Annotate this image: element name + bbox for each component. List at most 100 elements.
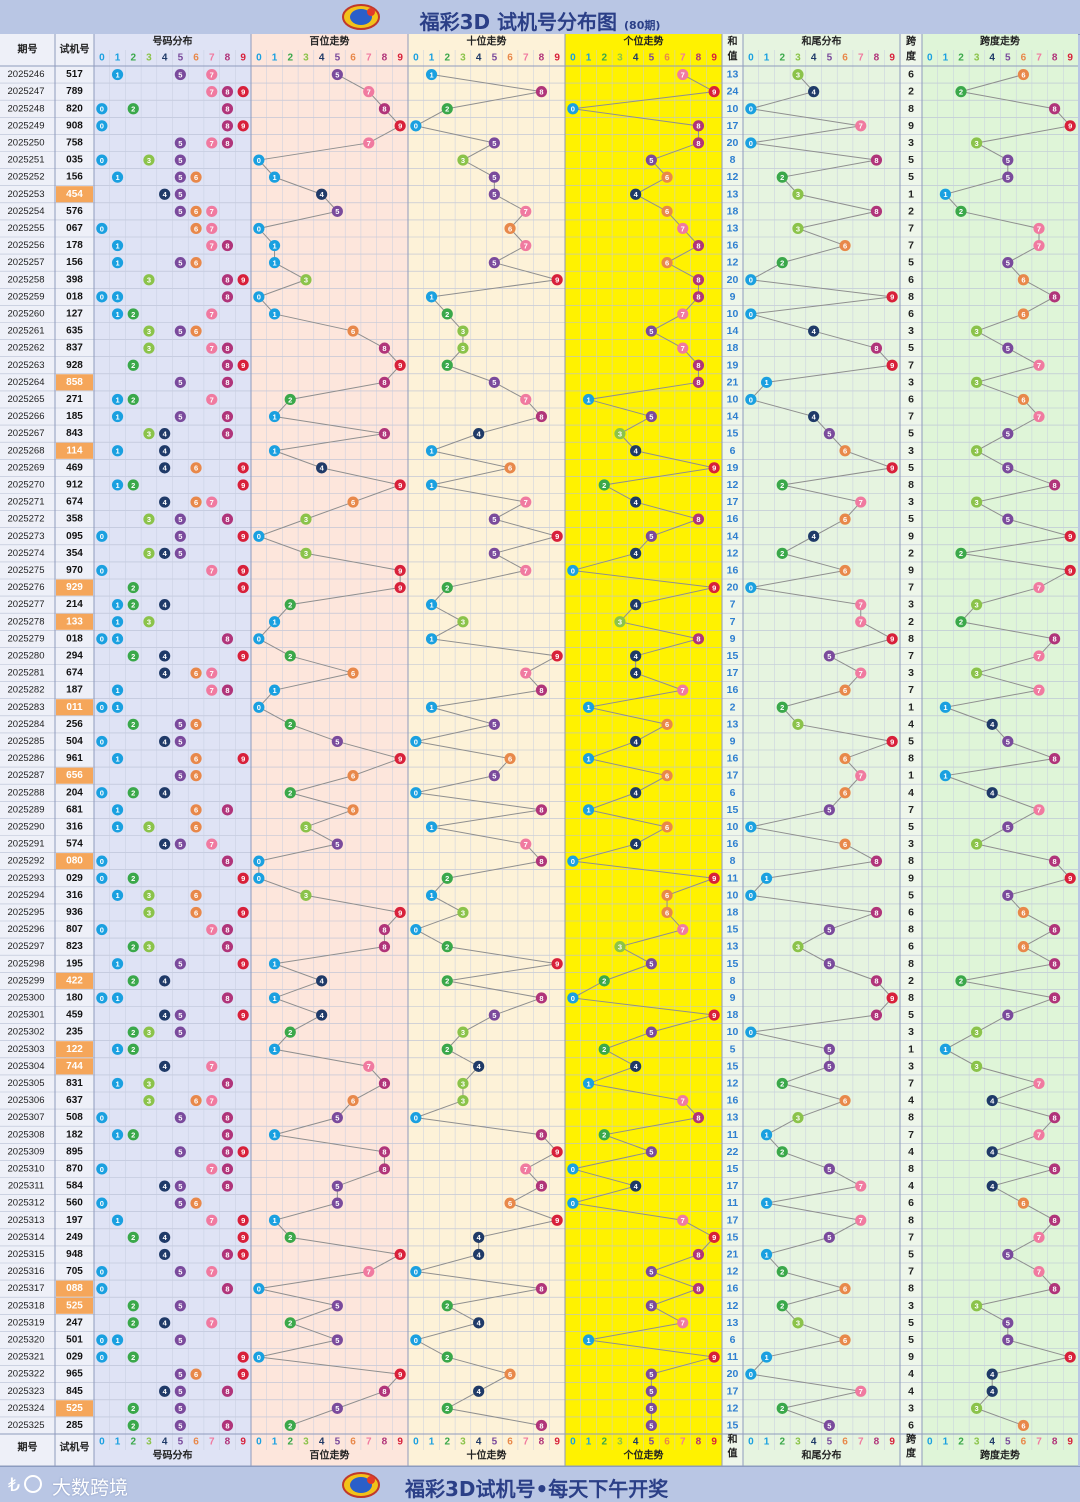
distribution-ball	[174, 770, 186, 782]
sum-cell: 16	[727, 240, 739, 252]
sum-cell: 12	[727, 1300, 739, 1312]
distribution-ball	[190, 205, 202, 217]
spt-trend-ball-label: 3	[975, 378, 979, 387]
distribution-ball	[190, 906, 202, 919]
distribution-ball	[143, 428, 155, 440]
spt-trend-ball-label: 5	[1006, 737, 1010, 746]
spt-trend-ball-label: 4	[990, 1182, 995, 1191]
uni-trend-ball	[598, 1043, 610, 1055]
ten-trend-ball	[410, 787, 422, 799]
uni-trend-ball	[708, 872, 720, 884]
tail-trend-ball-label: 0	[749, 1370, 753, 1379]
distribution-ball	[111, 1077, 124, 1090]
distribution-ball-label: 1	[115, 1216, 119, 1225]
distribution-ball-label: 0	[100, 156, 104, 165]
spt-trend-ball-label: 7	[1037, 361, 1041, 370]
distribution-ball	[237, 1009, 249, 1021]
period-cell: 2025273	[8, 531, 45, 542]
tail-trend-ball-label: 2	[780, 549, 784, 558]
distribution-ball-label: 5	[178, 156, 182, 165]
period-cell: 2025258	[8, 274, 45, 285]
spt-trend-ball	[1017, 906, 1029, 919]
digit-header: 4	[319, 53, 325, 64]
distribution-ball-label: 7	[210, 1062, 214, 1071]
distribution-ball	[143, 274, 155, 286]
uni-trend-ball	[614, 941, 626, 953]
span-cell: 4	[908, 1368, 914, 1380]
period-cell: 2025312	[8, 1198, 45, 1209]
ten-trend-ball-label: 2	[445, 105, 449, 114]
tail-trend-ball-label: 2	[780, 481, 784, 490]
distribution-ball-label: 6	[194, 1199, 198, 1208]
hun-trend-ball-label: 1	[272, 241, 276, 250]
tail-trend-ball-label: 5	[827, 1045, 831, 1054]
hun-trend-ball-label: 2	[288, 1028, 292, 1037]
distribution-ball-label: 2	[131, 1045, 135, 1054]
ten-trend-ball-label: 2	[445, 1404, 449, 1413]
distribution-ball-label: 9	[241, 1233, 245, 1242]
span-cell: 8	[908, 291, 914, 303]
hun-trend-ball	[378, 103, 391, 115]
ten-trend-ball	[535, 855, 548, 867]
span-cell: 2	[908, 86, 914, 98]
distribution-ball-label: 5	[178, 771, 182, 780]
distribution-ball-label: 6	[194, 908, 198, 917]
digit-header: 4	[162, 53, 168, 64]
distribution-ball	[221, 1419, 234, 1432]
hun-trend-ball	[284, 718, 296, 730]
tens-header: 十位走势	[467, 1449, 507, 1462]
ten-trend-ball-label: 3	[461, 618, 465, 627]
distribution-ball	[206, 308, 218, 320]
distribution-ball	[96, 1265, 108, 1278]
tail-trend-ball-label: 8	[874, 857, 878, 866]
hun-trend-ball	[378, 1077, 391, 1090]
period-cell: 2025279	[8, 633, 45, 644]
sum-cell: 19	[727, 359, 739, 371]
hun-trend-ball-label: 1	[272, 258, 276, 267]
ten-trend-ball	[520, 667, 532, 679]
ten-trend-ball	[457, 906, 469, 919]
distribution-ball-label: 8	[225, 994, 229, 1003]
tail-trend-ball	[776, 547, 788, 559]
tail-trend-ball-label: 8	[874, 344, 878, 353]
period-cell: 2025323	[8, 1386, 45, 1397]
units-header: 个位走势	[623, 1449, 664, 1462]
trial-number-cell: 398	[66, 274, 83, 285]
span-cell: 8	[908, 958, 914, 970]
distribution-ball-label: 7	[210, 686, 214, 695]
period-cell: 2025265	[8, 394, 45, 405]
uni-trend-ball	[630, 445, 642, 457]
ten-trend-ball	[488, 257, 500, 269]
tail-trend-ball-label: 5	[827, 652, 831, 661]
uni-trend-ball	[677, 1317, 689, 1329]
uni-trend-ball	[677, 923, 689, 936]
uni-trend-ball-label: 1	[586, 754, 590, 763]
hun-trend-ball-label: 8	[382, 429, 386, 438]
uni-trend-ball-label: 0	[571, 1199, 575, 1208]
spt-trend-ball-label: 7	[1037, 1131, 1041, 1140]
sum-cell: 9	[730, 735, 736, 747]
trial-number-cell: 674	[66, 497, 83, 508]
tail-trend-ball	[870, 154, 883, 166]
tail-trend-ball-label: 6	[843, 1284, 847, 1293]
spt-trend-ball-label: 1	[943, 771, 947, 780]
trial-number-cell: 178	[66, 240, 83, 251]
distribution-ball	[96, 120, 108, 132]
hun-trend-ball	[394, 752, 406, 765]
sum-cell: 12	[727, 547, 739, 559]
digit-header: 3	[974, 53, 980, 64]
span-cell: 3	[908, 445, 914, 457]
uni-trend-ball-label: 4	[634, 1182, 639, 1191]
distribution-ball-label: 3	[147, 1079, 151, 1088]
distribution-ball-label: 8	[225, 412, 229, 421]
distribution-ball	[96, 1334, 108, 1346]
distribution-ball	[111, 1043, 124, 1055]
repeat-highlight	[56, 1280, 93, 1297]
sum-cell: 21	[727, 1248, 739, 1260]
spt-trend-ball	[955, 547, 967, 559]
span-header: 度	[906, 1447, 917, 1460]
digit-header: 4	[476, 1437, 482, 1448]
digit-header: 8	[696, 53, 702, 64]
ten-trend-ball-label: 1	[429, 635, 433, 644]
span-cell: 6	[908, 1197, 914, 1209]
